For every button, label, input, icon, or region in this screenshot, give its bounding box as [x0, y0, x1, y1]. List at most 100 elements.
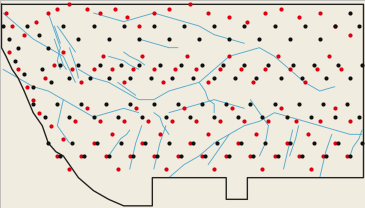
- Point: [93, 141, 99, 145]
- Point: [317, 120, 323, 123]
- Point: [220, 63, 226, 67]
- Point: [78, 81, 84, 84]
- Point: [199, 63, 205, 67]
- Point: [190, 76, 196, 80]
- Point: [229, 107, 235, 110]
- Point: [272, 154, 277, 158]
- Point: [130, 154, 136, 158]
- Point: [21, 72, 27, 75]
- Point: [163, 115, 169, 119]
- Point: [45, 141, 51, 145]
- Point: [169, 76, 175, 80]
- Point: [193, 120, 199, 123]
- Point: [211, 167, 217, 171]
- Point: [214, 141, 220, 145]
- Point: [175, 154, 181, 158]
- Point: [347, 11, 353, 15]
- Point: [260, 167, 265, 171]
- Point: [69, 68, 75, 71]
- Point: [317, 37, 323, 41]
- Point: [302, 81, 308, 84]
- Point: [226, 16, 232, 19]
- Point: [250, 154, 256, 158]
- Point: [15, 46, 21, 49]
- Point: [335, 141, 341, 145]
- Point: [160, 81, 166, 84]
- Point: [172, 68, 178, 71]
- Point: [109, 68, 115, 71]
- Point: [226, 37, 232, 41]
- Point: [85, 7, 91, 10]
- Point: [24, 85, 30, 88]
- Point: [57, 154, 63, 158]
- Point: [106, 37, 112, 41]
- Point: [151, 24, 157, 28]
- Point: [278, 107, 284, 110]
- Point: [196, 37, 202, 41]
- Point: [61, 50, 66, 54]
- Point: [78, 154, 84, 158]
- Point: [193, 68, 199, 71]
- Point: [257, 37, 262, 41]
- Point: [100, 55, 105, 58]
- Point: [241, 24, 247, 28]
- Point: [287, 68, 292, 71]
- Point: [245, 20, 250, 23]
- Point: [235, 115, 241, 119]
- Point: [266, 120, 272, 123]
- Point: [202, 154, 208, 158]
- Point: [118, 63, 124, 67]
- Point: [169, 120, 175, 123]
- Point: [121, 81, 127, 84]
- Point: [347, 33, 353, 36]
- Point: [308, 115, 314, 119]
- Point: [211, 24, 217, 28]
- Point: [359, 63, 365, 67]
- Point: [45, 11, 51, 15]
- Point: [205, 81, 211, 84]
- Point: [332, 141, 338, 145]
- Point: [299, 76, 304, 80]
- Point: [154, 154, 160, 158]
- Point: [136, 37, 142, 41]
- Point: [48, 124, 54, 127]
- Point: [106, 154, 112, 158]
- Point: [332, 24, 338, 28]
- Point: [278, 76, 284, 80]
- Point: [66, 3, 72, 6]
- Point: [76, 37, 81, 41]
- Point: [332, 24, 338, 28]
- Point: [359, 141, 365, 145]
- Point: [157, 133, 163, 136]
- Point: [39, 68, 45, 71]
- Point: [145, 120, 151, 123]
- Point: [278, 7, 284, 10]
- Point: [42, 115, 48, 119]
- Point: [302, 24, 308, 28]
- Point: [223, 102, 229, 106]
- Point: [178, 154, 184, 158]
- Point: [338, 68, 344, 71]
- Point: [296, 154, 301, 158]
- Point: [272, 24, 277, 28]
- Point: [6, 37, 12, 41]
- Point: [151, 102, 157, 106]
- Point: [223, 154, 229, 158]
- Point: [317, 11, 323, 15]
- Point: [226, 55, 232, 58]
- Point: [121, 24, 127, 28]
- Point: [73, 120, 78, 123]
- Point: [347, 120, 353, 123]
- Point: [166, 141, 172, 145]
- Point: [97, 11, 103, 15]
- Point: [0, 24, 6, 28]
- Point: [85, 107, 91, 110]
- Point: [69, 141, 75, 145]
- Point: [311, 63, 317, 67]
- Point: [190, 141, 196, 145]
- Point: [344, 102, 350, 106]
- Point: [205, 133, 211, 136]
- Point: [139, 141, 145, 145]
- Point: [320, 154, 326, 158]
- Point: [241, 120, 247, 123]
